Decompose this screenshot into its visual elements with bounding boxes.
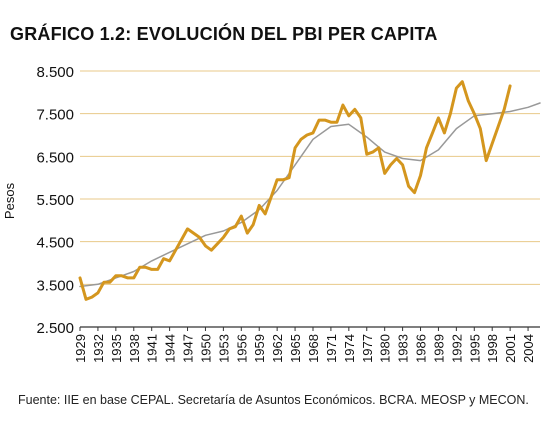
x-tick-label: 1941 [145, 334, 160, 363]
y-tick-label: 8.500 [36, 64, 74, 81]
x-tick-label: 1986 [414, 334, 429, 363]
x-tick-label: 1932 [91, 334, 106, 363]
x-tick-label: 1938 [127, 334, 142, 363]
y-tick-label: 4.500 [36, 235, 74, 252]
x-tick-label: 1962 [270, 334, 285, 363]
source-note: Fuente: IIE en base CEPAL. Secretaría de… [18, 393, 529, 407]
actual-series-line [78, 80, 512, 301]
y-tick-label: 2.500 [36, 320, 74, 337]
x-tick-label: 1998 [485, 334, 500, 363]
y-tick-label: 7.500 [36, 107, 74, 124]
x-tick-label: 1953 [216, 334, 231, 363]
x-tick-labels: 1929 1932 1935 1938 1941 1944 1947 1950 1953 1956… [73, 327, 536, 363]
y-tick-label: 5.500 [36, 192, 74, 209]
x-tick-label: 1989 [431, 334, 446, 363]
trend-series-line [79, 102, 541, 288]
chart-title: GRÁFICO 1.2: EVOLUCIÓN DEL PBI PER CAPIT… [10, 24, 438, 44]
x-tick-label: 1956 [234, 334, 249, 363]
x-tick-label: 1995 [467, 334, 482, 363]
x-tick-label: 1947 [181, 334, 196, 363]
x-tick-label: 1992 [449, 334, 464, 363]
grid-lines [80, 70, 540, 285]
y-axis-label: Pesos [2, 182, 17, 219]
x-tick-label: 1929 [73, 334, 88, 363]
y-tick-label: 6.500 [36, 149, 74, 166]
x-tick-label: 1959 [252, 334, 267, 363]
x-tick-label: 2004 [521, 334, 536, 363]
x-tick-label: 1974 [342, 334, 357, 363]
x-tick-label: 1977 [360, 334, 375, 363]
y-tick-label: 3.500 [36, 277, 74, 294]
x-tick-label: 2001 [503, 334, 518, 363]
x-tick-label: 1935 [109, 334, 124, 363]
x-tick-label: 1968 [306, 334, 321, 363]
x-tick-label: 1983 [396, 334, 411, 363]
x-tick-label: 1950 [198, 334, 213, 363]
x-tick-label: 1980 [378, 334, 393, 363]
x-tick-label: 1944 [163, 334, 178, 363]
x-tick-label: 1971 [324, 334, 339, 363]
y-tick-labels: 2.500 3.500 4.500 5.500 6.500 7.500 8.500 [36, 64, 74, 337]
series-lines [78, 80, 541, 301]
x-tick-label: 1965 [288, 334, 303, 363]
